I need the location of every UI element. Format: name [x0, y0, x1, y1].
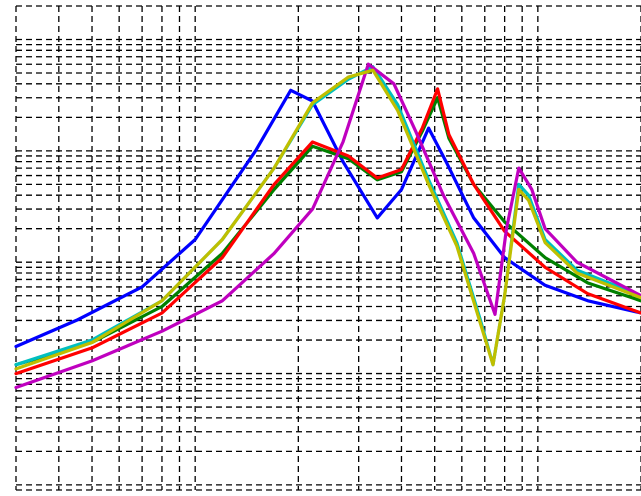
series-line-3 — [14, 87, 641, 376]
series-lines — [14, 62, 641, 390]
series-line-1 — [14, 88, 641, 349]
series-line-6 — [14, 68, 641, 371]
grid-lines — [15, 5, 641, 491]
series-line-2 — [14, 96, 641, 367]
series-line-5 — [14, 62, 641, 390]
